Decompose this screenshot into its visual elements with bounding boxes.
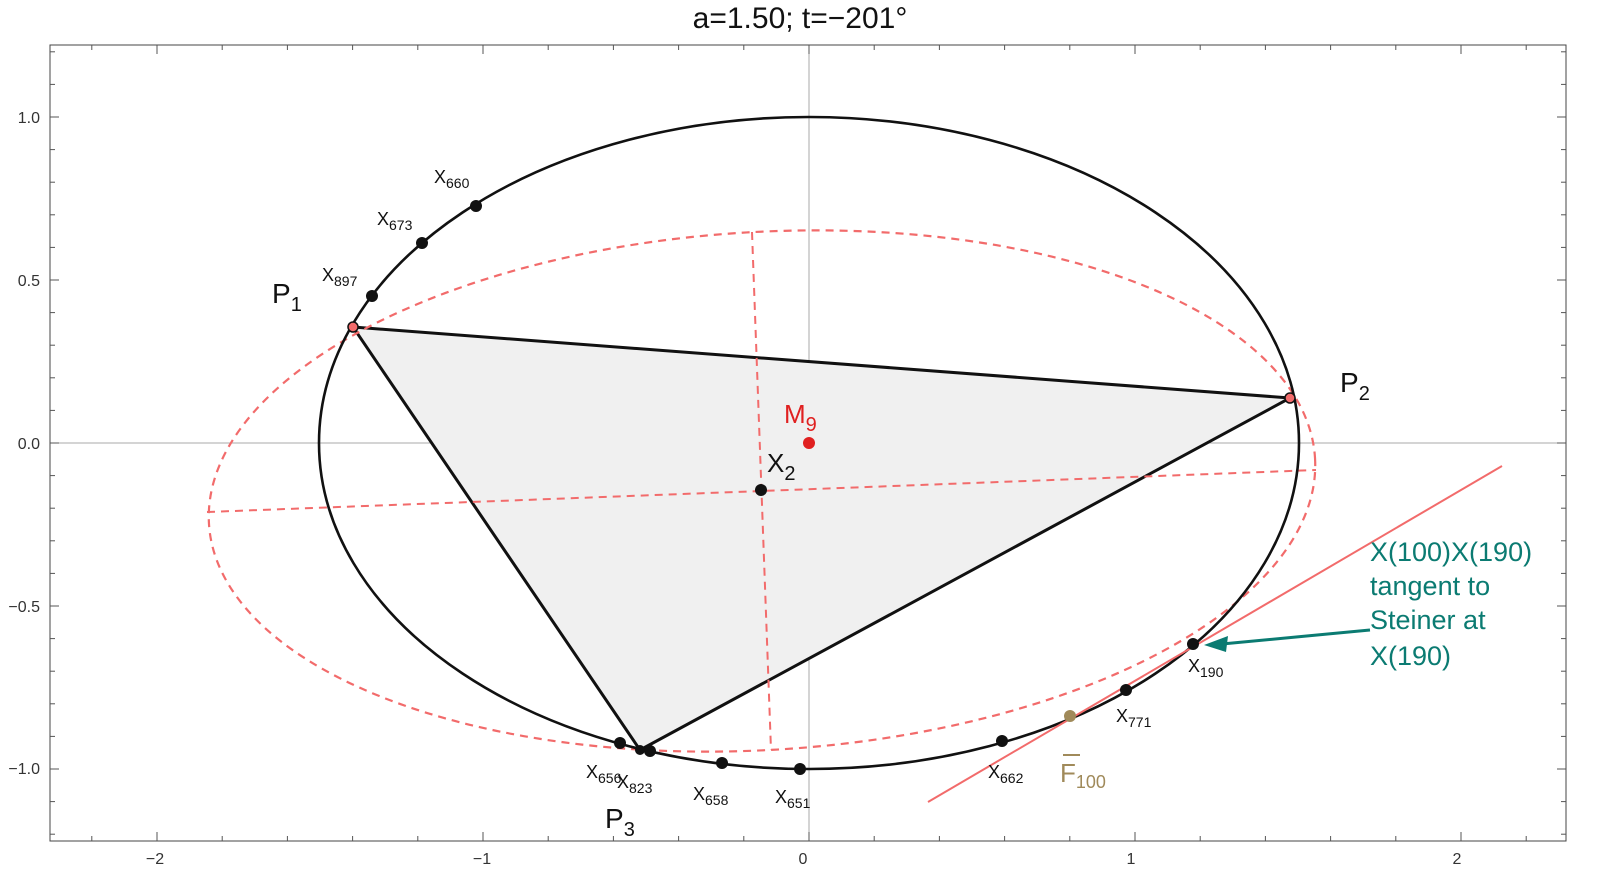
annotation-line-4: X(190) bbox=[1370, 641, 1451, 671]
y-tick-label-neg05: −0.5 bbox=[8, 599, 40, 616]
label-x771: X771 bbox=[1116, 706, 1152, 730]
vertex-p1 bbox=[347, 321, 359, 333]
label-f100-text: F100 bbox=[1060, 758, 1106, 792]
point-x662 bbox=[996, 735, 1008, 747]
circumellipse bbox=[317, 115, 1301, 771]
annotation-line-3: Steiner at bbox=[1370, 605, 1486, 635]
axis-ticks bbox=[50, 45, 1566, 841]
point-f100 bbox=[1064, 710, 1076, 722]
tangent-annotation: X(100)X(190) tangent to Steiner at X(190… bbox=[1370, 537, 1532, 671]
label-x658: X658 bbox=[693, 784, 729, 808]
annotation-line-1: X(100)X(190) bbox=[1370, 537, 1532, 567]
x-tick-label-1: 1 bbox=[1127, 851, 1136, 868]
y-tick-label-0: 0.0 bbox=[18, 436, 40, 453]
point-x658 bbox=[716, 757, 728, 769]
annotation-arrow-head bbox=[1204, 636, 1228, 652]
x-tick-label-0: 0 bbox=[799, 851, 808, 868]
vertex-p3 bbox=[635, 745, 645, 755]
point-x771 bbox=[1120, 684, 1132, 696]
point-x2 bbox=[755, 484, 767, 496]
label-x656: X656 bbox=[586, 762, 622, 786]
label-x190: X190 bbox=[1188, 656, 1224, 680]
steiner-major-axis bbox=[206, 469, 1317, 513]
point-x660 bbox=[470, 200, 482, 212]
y-tick-label-05: 0.5 bbox=[18, 273, 40, 290]
point-x673 bbox=[416, 237, 428, 249]
label-x660: X660 bbox=[434, 167, 470, 191]
label-p3: P3 bbox=[605, 803, 635, 841]
point-x651 bbox=[794, 763, 806, 775]
label-x2: X2 bbox=[767, 448, 795, 485]
x-tick-label-neg1: −1 bbox=[473, 851, 491, 868]
label-x897: X897 bbox=[322, 265, 358, 289]
label-x673: X673 bbox=[377, 209, 413, 233]
point-x656 bbox=[614, 737, 626, 749]
label-x823: X823 bbox=[617, 772, 653, 796]
tangent-line-x100-x190 bbox=[927, 465, 1503, 803]
label-m9: M9 bbox=[784, 399, 817, 436]
vertex-p2 bbox=[1284, 392, 1296, 404]
x-tick-label-2: 2 bbox=[1453, 851, 1462, 868]
annotation-arrow-line bbox=[1221, 628, 1371, 646]
steiner-ellipse bbox=[207, 229, 1317, 753]
point-x897 bbox=[366, 290, 378, 302]
point-x823 bbox=[644, 745, 656, 757]
label-x651: X651 bbox=[775, 787, 811, 811]
x-tick-label-neg2: −2 bbox=[146, 851, 164, 868]
y-tick-label-1: 1.0 bbox=[18, 110, 40, 127]
label-f100: F100 bbox=[1060, 754, 1106, 792]
label-x662: X662 bbox=[988, 762, 1024, 786]
point-m9 bbox=[803, 437, 815, 449]
point-x190 bbox=[1187, 638, 1199, 650]
label-p1: P1 bbox=[272, 278, 302, 316]
triangle-p1p2p3 bbox=[350, 325, 1296, 752]
diagram-title: a=1.50; t=−201° bbox=[692, 2, 908, 35]
label-p2: P2 bbox=[1340, 367, 1370, 405]
annotation-line-2: tangent to bbox=[1370, 571, 1490, 601]
y-tick-label-neg1: −1.0 bbox=[8, 761, 40, 778]
